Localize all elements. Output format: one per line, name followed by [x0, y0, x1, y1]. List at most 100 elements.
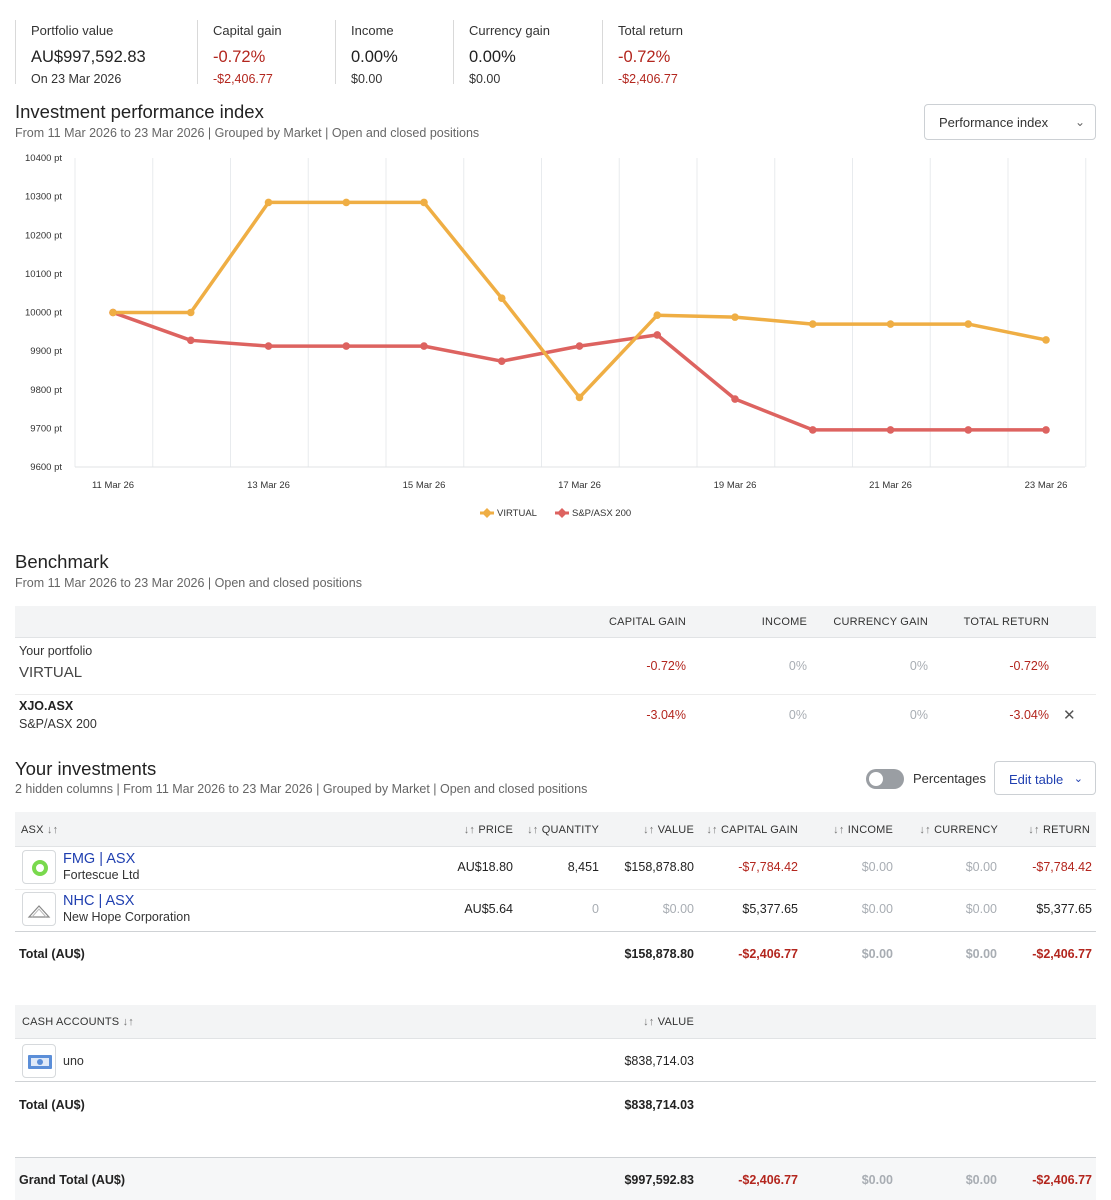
x-tick-label: 23 Mar 26: [1025, 480, 1068, 491]
y-tick-label: 9700 pt: [30, 423, 62, 434]
data-point: [342, 342, 351, 350]
data-point: [808, 320, 817, 328]
header-quantity-sort[interactable]: ↓↑ QUANTITY: [527, 824, 599, 836]
grand-total-capital-gain: -$2,406.77: [738, 1173, 798, 1187]
y-tick-label: 9900 pt: [30, 346, 62, 357]
grand-total-row: [15, 1157, 1096, 1200]
grand-total-income: $0.00: [861, 1173, 893, 1187]
data-point: [264, 342, 273, 350]
cash-account-icon: [22, 1044, 56, 1078]
x-tick-label: 15 Mar 26: [403, 480, 446, 491]
edit-table-button[interactable]: Edit table ⌄: [994, 761, 1096, 795]
total-return-value: -0.72%: [1009, 659, 1049, 673]
performance-subtitle: From 11 Mar 2026 to 23 Mar 2026 | Groupe…: [15, 126, 480, 140]
header-income-sort[interactable]: ↓↑ INCOME: [833, 824, 893, 836]
data-point: [109, 308, 117, 317]
total-capital-gain: -$2,406.77: [738, 947, 798, 961]
holding-link[interactable]: NHC | ASX: [63, 893, 135, 909]
sort-icon: ↓↑: [122, 1016, 135, 1028]
benchmark-title: Benchmark: [15, 551, 109, 572]
portfolio-summary: Portfolio value AU$997,592.83 On 23 Mar …: [15, 20, 752, 86]
sort-icon: ↓↑: [706, 824, 718, 836]
cash-table-header: CASH ACCOUNTS ↓↑ ↓↑ VALUE: [15, 1005, 1096, 1039]
holding-name: Fortescue Ltd: [63, 868, 140, 882]
currency-value: $0.00: [965, 860, 997, 874]
total-currency: $0.00: [965, 947, 997, 961]
data-point: [653, 311, 662, 320]
header-price-label: PRICE: [478, 824, 513, 836]
new-hope-logo-icon: [22, 892, 56, 926]
holding-link[interactable]: FMG | ASX: [63, 851, 136, 867]
header-price-sort[interactable]: ↓↑ PRICE: [464, 824, 513, 836]
summary-sub: -$2,406.77: [213, 72, 273, 86]
grand-total-return: -$2,406.77: [1032, 1173, 1092, 1187]
summary-label: Capital gain: [213, 23, 282, 38]
y-tick-label: 10100 pt: [25, 269, 62, 280]
header-capital-gain-label: CAPITAL GAIN: [721, 824, 798, 836]
mountain-icon: [27, 905, 51, 918]
cash-account-name: uno: [63, 1054, 84, 1068]
summary-value: -0.72%: [213, 48, 266, 66]
value-value: $158,878.80: [624, 860, 694, 874]
holding-name: New Hope Corporation: [63, 910, 191, 924]
header-total-return: TOTAL RETURN: [963, 616, 1049, 628]
total-return: -$2,406.77: [1032, 947, 1092, 961]
income-value: 0%: [788, 659, 807, 673]
value-value: $0.00: [662, 902, 694, 916]
x-tick-label: 13 Mar 26: [247, 480, 290, 491]
currency-gain-value: 0%: [909, 659, 928, 673]
header-value-label: VALUE: [657, 824, 694, 836]
cash-account-value: $838,714.03: [624, 1054, 694, 1068]
summary-value: -0.72%: [618, 48, 671, 66]
data-point: [653, 331, 662, 339]
percentages-toggle[interactable]: [866, 769, 904, 789]
header-value-sort[interactable]: ↓↑ VALUE: [643, 824, 694, 836]
quantity-value: 0: [592, 902, 599, 916]
header-capital-gain-sort[interactable]: ↓↑ CAPITAL GAIN: [706, 824, 798, 836]
remove-benchmark-close-icon[interactable]: ✕: [1063, 707, 1076, 724]
data-point: [964, 320, 973, 328]
performance-title: Investment performance index: [15, 101, 264, 122]
sort-icon: ↓↑: [463, 824, 476, 836]
summary-value: 0.00%: [351, 48, 398, 66]
chevron-down-icon: ⌄: [1073, 773, 1083, 785]
header-return-sort[interactable]: ↓↑ RETURN: [1028, 824, 1090, 836]
row-divider: [15, 694, 1096, 695]
summary-total-return: Total return -0.72% -$2,406.77: [602, 20, 752, 86]
header-currency-sort[interactable]: ↓↑ CURRENCY: [919, 824, 998, 836]
data-point: [264, 198, 273, 207]
income-value: $0.00: [861, 902, 893, 916]
series-line-virtual: [113, 200, 1047, 400]
data-point: [342, 198, 351, 207]
x-tick-label: 11 Mar 26: [92, 480, 134, 491]
header-income-label: INCOME: [847, 824, 893, 836]
header-cash-value-sort[interactable]: ↓↑ VALUE: [643, 1016, 694, 1028]
portfolio-name: VIRTUAL: [19, 664, 83, 681]
capital-gain-value: $5,377.65: [742, 902, 798, 916]
capital-gain-value: -$7,784.42: [738, 860, 798, 874]
header-group-sort[interactable]: ASX ↓↑: [21, 824, 58, 836]
y-tick-label: 9800 pt: [30, 385, 62, 396]
total-value: $158,878.80: [624, 947, 694, 961]
benchmark-table-header: CAPITAL GAIN INCOME CURRENCY GAIN TOTAL …: [15, 606, 1096, 638]
y-tick-label: 10300 pt: [25, 192, 62, 203]
summary-sub: -$2,406.77: [618, 72, 678, 86]
toggle-knob: [869, 772, 883, 786]
summary-sub: On 23 Mar 2026: [31, 72, 122, 86]
sort-icon: ↓↑: [46, 824, 59, 836]
data-point: [575, 393, 584, 402]
header-currency-label: CURRENCY: [934, 824, 998, 836]
header-group-label: ASX: [21, 824, 44, 836]
header-currency-gain: CURRENCY GAIN: [833, 616, 928, 628]
return-value: -$7,784.42: [1032, 860, 1092, 874]
investments-subtitle: 2 hidden columns | From 11 Mar 2026 to 2…: [15, 782, 588, 796]
header-cash-sort[interactable]: CASH ACCOUNTS ↓↑: [22, 1016, 134, 1028]
header-income: INCOME: [761, 616, 807, 628]
income-value: 0%: [788, 708, 807, 722]
legend-marker: [557, 508, 567, 518]
summary-income: Income 0.00% $0.00: [335, 20, 453, 86]
chart-type-select[interactable]: Performance index ⌄: [924, 104, 1096, 140]
header-return-label: RETURN: [1042, 824, 1090, 836]
data-point: [420, 342, 428, 350]
row-divider: [15, 1081, 1096, 1082]
